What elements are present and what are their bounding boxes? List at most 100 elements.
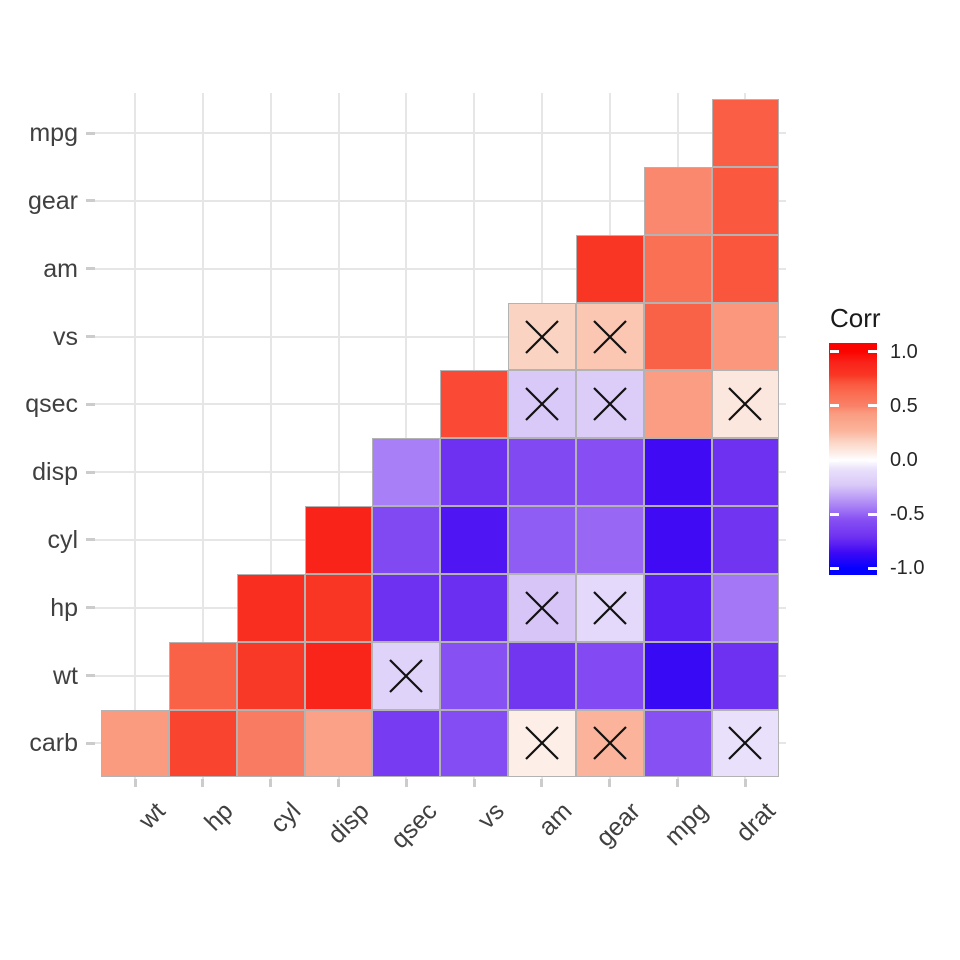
- not-significant-cross-icon: [591, 318, 629, 361]
- x-axis-tick: [472, 779, 476, 788]
- corr-cell-wt-disp: [304, 641, 373, 710]
- x-axis-tick: [337, 779, 340, 788]
- y-axis-label-vs: vs: [53, 322, 78, 351]
- x-axis-label-drat: drat: [731, 797, 782, 848]
- legend-tick-right: [867, 350, 877, 354]
- y-axis-tick: [86, 267, 95, 271]
- gridline-horizontal: [95, 335, 786, 338]
- x-axis-tick: [201, 779, 205, 788]
- y-axis-label-cyl: cyl: [47, 525, 78, 554]
- not-significant-cross-icon: [523, 385, 561, 428]
- corr-cell-carb-cyl: [236, 709, 305, 778]
- y-axis-tick: [86, 741, 95, 745]
- legend-tick-right: [867, 566, 877, 570]
- corr-cell-disp-gear: [575, 438, 644, 507]
- x-axis-label-disp: disp: [322, 797, 375, 850]
- legend-tick-left: [829, 512, 839, 516]
- y-axis-tick: [86, 199, 95, 203]
- legend-tick-right: [867, 512, 877, 516]
- x-axis-tick: [743, 779, 747, 788]
- x-axis-label-am: am: [533, 797, 578, 842]
- legend-tick-label: 0.0: [890, 449, 918, 471]
- y-axis-label-am: am: [43, 254, 78, 283]
- not-significant-cross-icon: [726, 385, 764, 428]
- corr-cell-disp-qsec: [372, 438, 441, 507]
- not-significant-cross-icon: [523, 318, 561, 361]
- legend-tick-left: [829, 350, 839, 354]
- legend-tick-left: [829, 566, 839, 570]
- corr-cell-disp-drat: [711, 438, 780, 507]
- corr-cell-vs-gear: [575, 302, 644, 371]
- not-significant-cross-icon: [591, 589, 629, 632]
- legend-tick-label: -1.0: [890, 557, 925, 580]
- y-axis-label-disp: disp: [32, 458, 78, 487]
- gridline-vertical: [134, 93, 136, 784]
- corr-cell-wt-gear: [575, 641, 644, 710]
- x-axis-tick: [404, 779, 408, 788]
- y-axis-label-hp: hp: [50, 593, 78, 622]
- corr-cell-hp-qsec: [372, 573, 441, 642]
- corr-cell-am-drat: [711, 234, 780, 303]
- corr-cell-qsec-mpg: [643, 370, 712, 439]
- corr-cell-mpg-drat: [711, 99, 780, 167]
- corr-cell-disp-vs: [440, 438, 509, 507]
- corr-cell-wt-am: [508, 641, 576, 710]
- corr-cell-am-mpg: [643, 234, 712, 303]
- corr-cell-wt-vs: [440, 641, 509, 710]
- x-axis-tick: [676, 779, 680, 788]
- corr-cell-wt-hp: [168, 641, 237, 710]
- corr-cell-disp-mpg: [643, 438, 712, 507]
- y-axis-label-wt: wt: [53, 661, 78, 690]
- gridline-horizontal: [95, 132, 786, 134]
- y-axis-label-qsec: qsec: [25, 390, 78, 419]
- corr-cell-carb-mpg: [643, 709, 712, 778]
- corr-cell-gear-mpg: [643, 166, 712, 235]
- legend-tick-left: [829, 404, 839, 408]
- not-significant-cross-icon: [523, 589, 561, 632]
- x-axis-tick: [269, 779, 273, 788]
- corr-cell-wt-cyl: [236, 641, 305, 710]
- y-axis-label-carb: carb: [29, 729, 78, 758]
- corr-cell-gear-drat: [711, 166, 780, 235]
- x-axis-tick: [540, 779, 544, 788]
- corr-cell-hp-cyl: [236, 573, 305, 642]
- not-significant-cross-icon: [591, 724, 629, 767]
- x-axis-label-vs: vs: [472, 797, 510, 835]
- corr-cell-cyl-mpg: [643, 506, 712, 574]
- y-axis-label-mpg: mpg: [29, 119, 78, 147]
- x-axis-label-mpg: mpg: [659, 797, 714, 852]
- y-axis-tick: [86, 131, 95, 135]
- x-axis-label-cyl: cyl: [265, 797, 307, 839]
- y-axis-tick: [86, 470, 95, 474]
- corr-cell-cyl-gear: [575, 506, 644, 574]
- corr-cell-carb-wt: [101, 709, 169, 778]
- corr-cell-cyl-am: [508, 506, 576, 574]
- corr-cell-carb-vs: [440, 709, 509, 778]
- gridline-horizontal: [95, 199, 786, 202]
- corr-cell-carb-disp: [304, 709, 373, 778]
- corr-cell-hp-drat: [711, 573, 780, 642]
- not-significant-cross-icon: [726, 724, 764, 767]
- corr-cell-hp-disp: [304, 573, 373, 642]
- legend-tick-label: -0.5: [890, 503, 925, 526]
- not-significant-cross-icon: [523, 724, 561, 767]
- legend-tick-right: [867, 458, 877, 462]
- corr-cell-wt-drat: [711, 641, 780, 710]
- corr-cell-vs-drat: [711, 302, 780, 371]
- corr-cell-am-gear: [575, 234, 644, 303]
- x-axis-tick: [608, 779, 612, 788]
- corr-cell-cyl-disp: [304, 506, 373, 574]
- legend-tick-label: 1.0: [890, 340, 918, 363]
- x-axis-label-gear: gear: [590, 797, 646, 853]
- corr-cell-cyl-drat: [711, 506, 780, 574]
- legend-title: Corr: [830, 303, 881, 333]
- corr-cell-qsec-vs: [440, 370, 509, 439]
- gridline-vertical: [269, 93, 272, 784]
- corr-cell-wt-mpg: [643, 641, 712, 710]
- y-axis-tick: [86, 335, 95, 338]
- x-axis-label-hp: hp: [199, 797, 239, 837]
- y-axis-tick: [86, 402, 95, 406]
- gridline-vertical: [201, 93, 204, 784]
- corr-cell-carb-qsec: [372, 709, 441, 778]
- corr-cell-vs-mpg: [643, 302, 712, 371]
